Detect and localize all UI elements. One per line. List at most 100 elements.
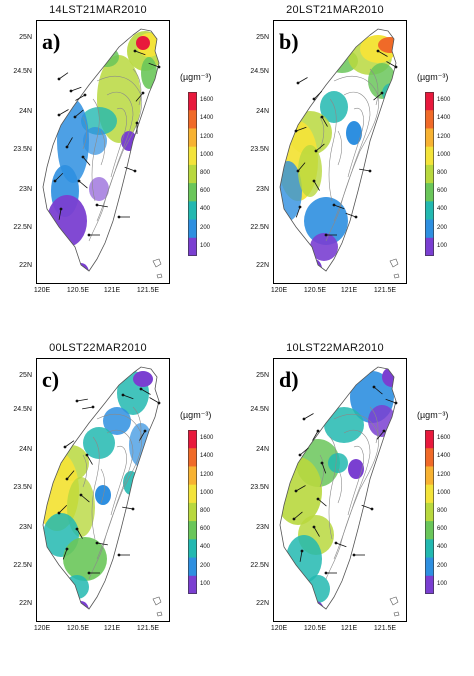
y-tick-label: 24N [19, 108, 32, 115]
colorbar-label: 1200 [200, 471, 214, 478]
colorbar-label: 600 [437, 526, 448, 533]
pm-concentration-blob [83, 127, 107, 155]
colorbar-label: 1000 [200, 489, 214, 496]
colorbar-label: 1400 [200, 115, 214, 122]
wind-vector [75, 398, 88, 403]
y-tick-label: 22N [19, 600, 32, 607]
map-frame [273, 20, 407, 284]
terrain-contour [110, 445, 127, 516]
colorbar-label: 800 [437, 508, 448, 514]
terrain-contour [337, 468, 343, 504]
colorbar-segment [188, 183, 197, 202]
terrain-contour [328, 98, 337, 202]
wind-vector [69, 86, 82, 93]
pm-concentration-blob [382, 83, 396, 103]
colorbar-segment [188, 219, 197, 239]
wind-vector [361, 504, 374, 511]
wind-vector [58, 207, 63, 220]
terrain-contour [82, 454, 88, 488]
island-outline [393, 611, 400, 617]
wind-vector [359, 168, 372, 173]
colorbar-segment [425, 128, 434, 148]
y-tick-label: 24N [19, 446, 32, 453]
pm-concentration-blob [308, 601, 324, 609]
wind-vector [87, 233, 100, 237]
pm-concentration-blob [63, 537, 107, 581]
colorbar-label: 1000 [437, 489, 451, 496]
terrain-contour [110, 107, 127, 178]
x-tick-label: 121.5E [136, 625, 160, 632]
colorbar-label: 400 [200, 206, 211, 213]
terrain-contour [88, 413, 143, 580]
wind-vector [57, 72, 69, 81]
wind-vector [79, 493, 90, 503]
colorbar-segment [425, 183, 434, 202]
terrain-contour [333, 91, 371, 222]
wind-vector [65, 137, 73, 149]
pm-concentration-blob [346, 121, 362, 145]
colorbar-segment [425, 430, 434, 449]
x-tick-label: 120E [33, 625, 51, 632]
wind-vector [312, 90, 323, 101]
pm-concentration-blob [306, 259, 322, 271]
wind-vector [376, 49, 388, 57]
y-tick-label: 25N [19, 372, 32, 379]
island-outline [152, 596, 162, 606]
x-tick-label: 121.5E [136, 287, 160, 294]
x-tick-label: 121E [340, 287, 358, 294]
y-tick-label: 25N [256, 34, 269, 41]
y-tick-label: 24.5N [250, 68, 269, 75]
map-frame [36, 358, 170, 622]
colorbar-label: 400 [437, 206, 448, 213]
wind-vector [57, 504, 68, 515]
x-tick-label: 120E [33, 287, 51, 294]
pm-concentration-blob [328, 453, 348, 473]
colorbar-outline [425, 430, 434, 594]
y-tick-label: 24.5N [13, 406, 32, 413]
colorbar-segment [425, 237, 434, 256]
pm-concentration-blob [304, 197, 348, 245]
pm-concentration-blob [65, 575, 89, 599]
panel-label: a) [40, 29, 63, 54]
terrain-contour [82, 116, 88, 150]
panel-label: b) [277, 29, 301, 54]
y-tick-label: 23N [19, 524, 32, 531]
x-tick-label: 120.5E [303, 625, 327, 632]
colorbar-label: 800 [437, 170, 448, 176]
pm-concentration-blob [378, 37, 396, 53]
colorbar-label: 1000 [200, 151, 214, 158]
wind-vector [345, 212, 358, 219]
y-tick-label: 22.5N [13, 224, 32, 231]
colorbar-outline [188, 92, 197, 256]
colorbar-segment [425, 110, 434, 129]
wind-vector [62, 547, 69, 560]
wind-vector [81, 155, 91, 166]
colorbar-label: 600 [437, 188, 448, 195]
panel-title: 10LST22MAR2010 [286, 342, 384, 354]
colorbar-label: 1200 [437, 133, 451, 140]
colorbar-label: 400 [437, 544, 448, 551]
y-tick-label: 23.5N [250, 146, 269, 153]
wind-vector [292, 511, 303, 521]
pm-concentration-blob [306, 575, 330, 603]
colorbar-segment [188, 110, 197, 129]
pm-concentration-blob [136, 36, 150, 50]
wind-vector [299, 549, 304, 562]
y-tick-label: 25N [256, 372, 269, 379]
unit-label: (µgm⁻³) [180, 72, 212, 82]
colorbar-outline [425, 92, 434, 256]
y-tick-label: 24N [256, 446, 269, 453]
terrain-contour [347, 107, 364, 178]
panel-title: 00LST22MAR2010 [49, 342, 147, 354]
colorbar-segment [188, 92, 197, 111]
wind-vector [133, 49, 146, 56]
wind-vector [77, 179, 88, 189]
pm-concentration-blob [310, 233, 338, 261]
map-frame [273, 358, 407, 622]
wind-vector [316, 497, 327, 507]
pm-concentration-blob [89, 177, 109, 201]
colorbar-segment [425, 575, 434, 594]
colorbar-segment [188, 466, 197, 486]
colorbar-label: 1000 [437, 151, 451, 158]
wind-vector [373, 91, 384, 101]
